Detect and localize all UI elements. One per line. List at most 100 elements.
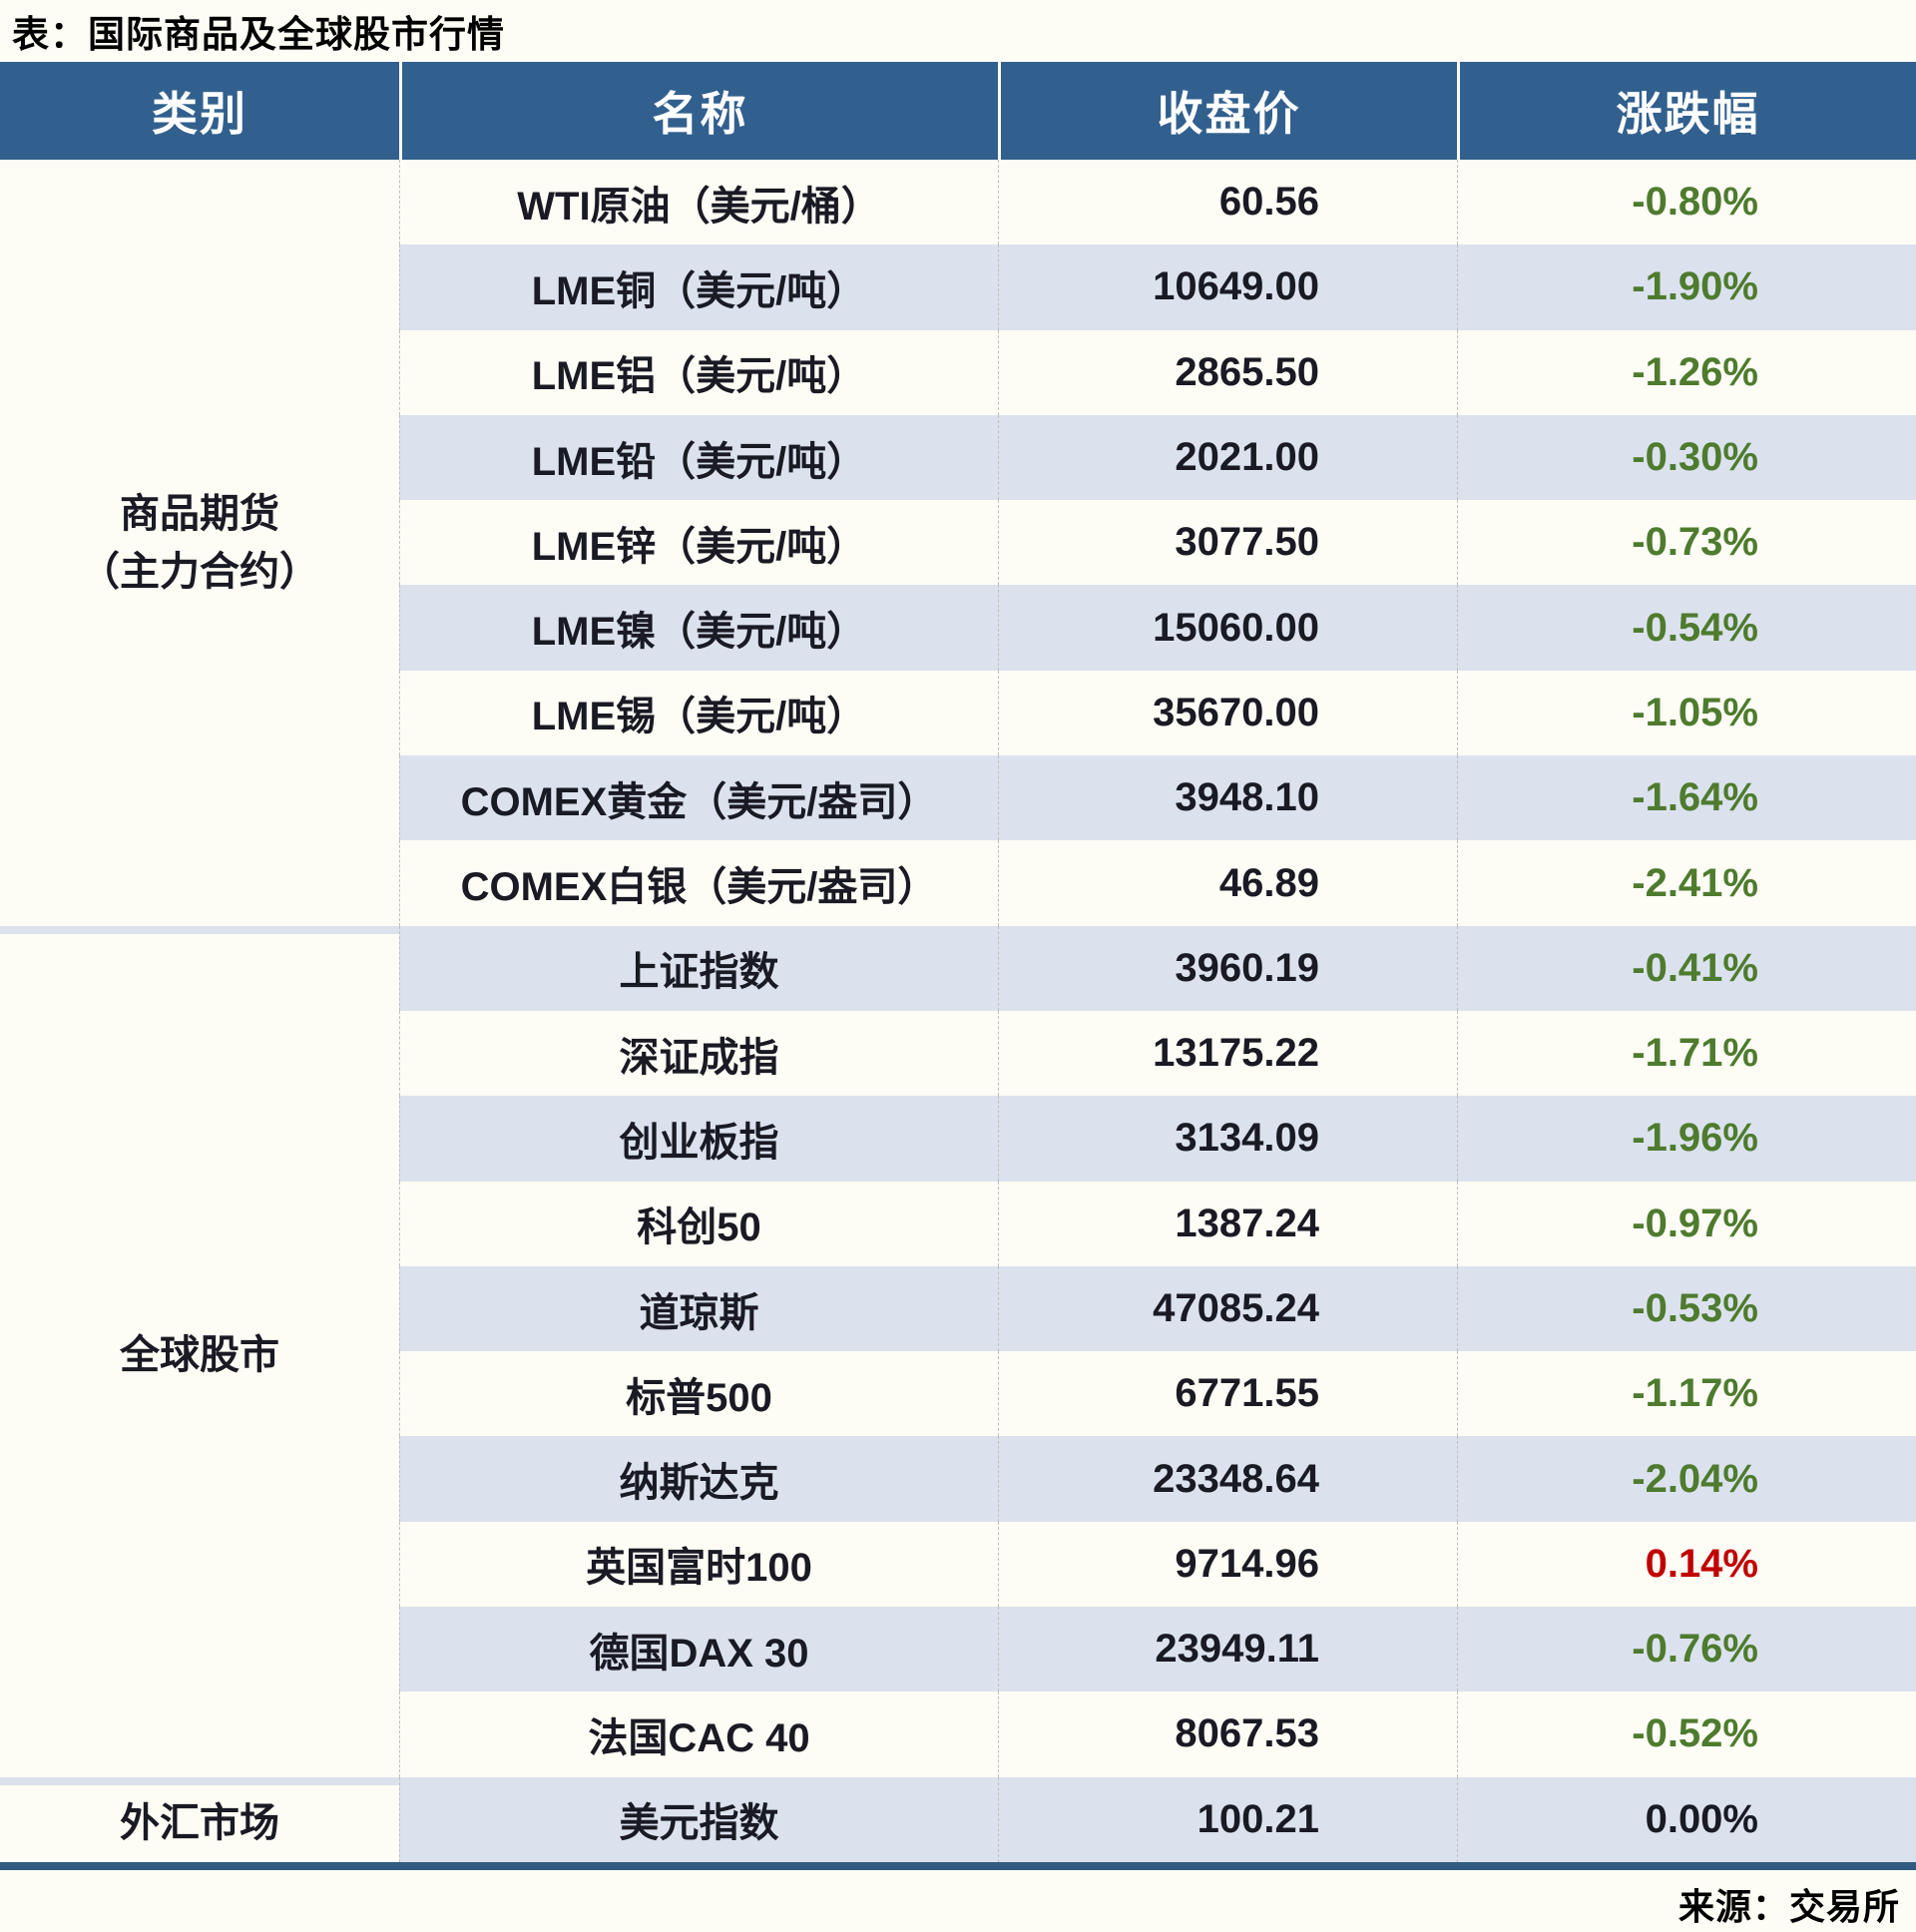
category-cell: 商品期货 （主力合约） [0, 160, 399, 926]
close-price: 35670.00 [998, 670, 1457, 756]
table-section: 商品期货 （主力合约） WTI原油（美元/桶） 60.56 -0.80% LME铜（美元/… [0, 160, 1916, 926]
instrument-name: LME铅（美元/吨） [399, 414, 998, 501]
change-percent: -0.53% [1457, 1265, 1916, 1352]
section-rows: 美元指数 100.21 0.00% [399, 1776, 1916, 1862]
table-row: LME铜（美元/吨） 10649.00 -1.90% [399, 244, 1916, 330]
close-price: 2021.00 [998, 414, 1457, 501]
change-percent: -1.26% [1457, 329, 1916, 415]
change-percent: -1.71% [1457, 1010, 1916, 1097]
category-cell: 外汇市场 [0, 1776, 399, 1862]
close-price: 60.56 [998, 160, 1457, 245]
change-percent: -0.30% [1457, 414, 1916, 501]
close-price: 1387.24 [998, 1181, 1457, 1266]
instrument-name: 德国DAX 30 [399, 1607, 998, 1692]
table-row: 美元指数 100.21 0.00% [399, 1776, 1916, 1862]
table-row: LME镍（美元/吨） 15060.00 -0.54% [399, 585, 1916, 671]
instrument-name: LME镍（美元/吨） [399, 585, 998, 671]
close-price: 23348.64 [998, 1436, 1457, 1522]
instrument-name: 英国富时100 [399, 1521, 998, 1608]
header-close-price: 收盘价 [998, 62, 1457, 160]
change-percent: -2.04% [1457, 1436, 1916, 1522]
instrument-name: LME锌（美元/吨） [399, 500, 998, 586]
close-price: 3960.19 [998, 925, 1457, 1011]
table-row: 英国富时100 9714.96 0.14% [399, 1521, 1916, 1608]
category-label-line: 商品期货 [120, 491, 279, 536]
close-price: 3077.50 [998, 500, 1457, 586]
instrument-name: COMEX白银（美元/盎司） [399, 840, 998, 926]
close-price: 3948.10 [998, 755, 1457, 841]
header-category: 类别 [152, 88, 247, 140]
category-label-line: （主力合约） [80, 549, 319, 594]
source-note: 来源：交易所 [1677, 1886, 1900, 1927]
change-percent: -0.41% [1457, 925, 1916, 1011]
change-percent: -1.90% [1457, 244, 1916, 330]
section-rows: 上证指数 3960.19 -0.41% 深证成指 13175.22 -1.71% 创业板指 3… [399, 925, 1916, 1777]
change-percent: -2.41% [1457, 840, 1916, 926]
close-price: 2865.50 [998, 329, 1457, 415]
change-percent: 0.00% [1457, 1776, 1916, 1862]
close-price: 15060.00 [998, 585, 1457, 671]
table-row: 法国CAC 40 8067.53 -0.52% [399, 1691, 1916, 1777]
change-percent: -1.64% [1457, 755, 1916, 841]
change-percent: -0.97% [1457, 1181, 1916, 1266]
close-price: 46.89 [998, 840, 1457, 926]
close-price: 3134.09 [998, 1096, 1457, 1182]
change-percent: -1.96% [1457, 1096, 1916, 1182]
change-percent: -0.76% [1457, 1607, 1916, 1692]
close-price: 23949.11 [998, 1607, 1457, 1692]
table-title: 表：国际商品及全球股市行情 [12, 14, 505, 55]
table-section: 全球股市 上证指数 3960.19 -0.41% 深证成指 13175.22 -1.71% 创… [0, 925, 1916, 1777]
instrument-name: 上证指数 [399, 925, 998, 1011]
category-label-line: 外汇市场 [120, 1801, 279, 1846]
table-row: 深证成指 13175.22 -1.71% [399, 1010, 1916, 1097]
instrument-name: LME锡（美元/吨） [399, 670, 998, 756]
table-section: 外汇市场 美元指数 100.21 0.00% [0, 1776, 1916, 1862]
instrument-name: LME铜（美元/吨） [399, 244, 998, 330]
close-price: 8067.53 [998, 1691, 1457, 1777]
table-row: 科创50 1387.24 -0.97% [399, 1181, 1916, 1266]
instrument-name: 法国CAC 40 [399, 1691, 998, 1777]
instrument-name: 标普500 [399, 1351, 998, 1437]
table-row: WTI原油（美元/桶） 60.56 -0.80% [399, 160, 1916, 245]
instrument-name: 美元指数 [399, 1776, 998, 1862]
change-percent: 0.14% [1457, 1521, 1916, 1608]
table-row: COMEX白银（美元/盎司） 46.89 -2.41% [399, 840, 1916, 926]
header-change-pct: 涨跌幅 [1457, 62, 1916, 160]
table-row: 道琼斯 47085.24 -0.53% [399, 1265, 1916, 1352]
instrument-name: 深证成指 [399, 1010, 998, 1097]
close-price: 6771.55 [998, 1351, 1457, 1437]
change-percent: -0.54% [1457, 585, 1916, 671]
close-price: 47085.24 [998, 1265, 1457, 1352]
change-percent: -1.05% [1457, 670, 1916, 756]
table-row: 创业板指 3134.09 -1.96% [399, 1096, 1916, 1182]
market-table: 类别 名称 收盘价 涨跌幅 商品期货 （主力合约） WTI原油（美元/桶） 60.56… [0, 62, 1916, 1870]
table-row: 上证指数 3960.19 -0.41% [399, 925, 1916, 1011]
change-percent: -1.17% [1457, 1351, 1916, 1437]
header-name: 名称 [399, 62, 998, 160]
instrument-name: 纳斯达克 [399, 1436, 998, 1522]
table-body: 商品期货 （主力合约） WTI原油（美元/桶） 60.56 -0.80% LME铜（美元/… [0, 160, 1916, 1862]
table-row: LME锌（美元/吨） 3077.50 -0.73% [399, 500, 1916, 586]
change-percent: -0.73% [1457, 500, 1916, 586]
table-header-row: 类别 名称 收盘价 涨跌幅 [0, 62, 1916, 160]
table-row: 标普500 6771.55 -1.17% [399, 1351, 1916, 1437]
close-price: 100.21 [998, 1776, 1457, 1862]
instrument-name: WTI原油（美元/桶） [399, 160, 998, 245]
table-row: COMEX黄金（美元/盎司） 3948.10 -1.64% [399, 755, 1916, 841]
table-row: 德国DAX 30 23949.11 -0.76% [399, 1607, 1916, 1692]
close-price: 10649.00 [998, 244, 1457, 330]
category-label-line: 全球股市 [120, 1333, 279, 1378]
table-row: LME锡（美元/吨） 35670.00 -1.05% [399, 670, 1916, 756]
close-price: 9714.96 [998, 1521, 1457, 1608]
table-row: LME铅（美元/吨） 2021.00 -0.30% [399, 414, 1916, 501]
instrument-name: COMEX黄金（美元/盎司） [399, 755, 998, 841]
change-percent: -0.52% [1457, 1691, 1916, 1777]
table-row: LME铝（美元/吨） 2865.50 -1.26% [399, 329, 1916, 415]
instrument-name: 科创50 [399, 1181, 998, 1266]
section-rows: WTI原油（美元/桶） 60.56 -0.80% LME铜（美元/吨） 10649.00… [399, 160, 1916, 926]
close-price: 13175.22 [998, 1010, 1457, 1097]
category-cell: 全球股市 [0, 925, 399, 1777]
instrument-name: 道琼斯 [399, 1265, 998, 1352]
table-row: 纳斯达克 23348.64 -2.04% [399, 1436, 1916, 1522]
